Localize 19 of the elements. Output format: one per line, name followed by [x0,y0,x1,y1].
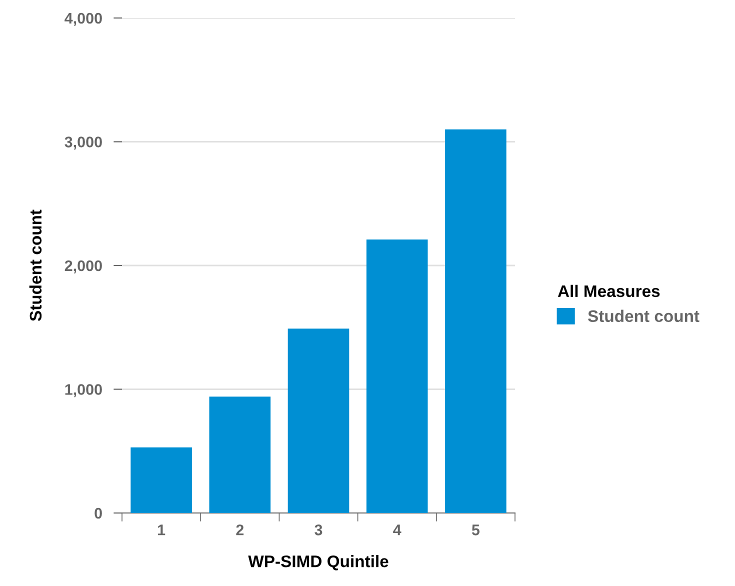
legend-label: Student count [588,310,700,322]
x-axis-title: WP-SIMD Quintile [248,555,388,570]
bar [366,240,428,513]
bar [209,396,271,513]
bar [130,447,192,513]
y-tick-label: 1,000 [65,384,102,398]
y-axis-title: Student count [29,210,42,322]
y-tick-label: 4,000 [64,12,102,26]
bar [445,129,506,513]
y-tick-label: 3,000 [64,136,102,150]
x-tick-label: 5 [472,524,480,536]
x-tick-label: 1 [158,524,166,536]
y-tick-label: 2,000 [64,260,102,274]
legend-title: All Measures [558,284,660,298]
x-tick-label: 4 [393,524,402,536]
x-tick-label: 2 [236,524,244,536]
x-tick-label: 3 [314,524,322,536]
bar [288,328,350,513]
y-tick-label: 0 [94,508,102,519]
